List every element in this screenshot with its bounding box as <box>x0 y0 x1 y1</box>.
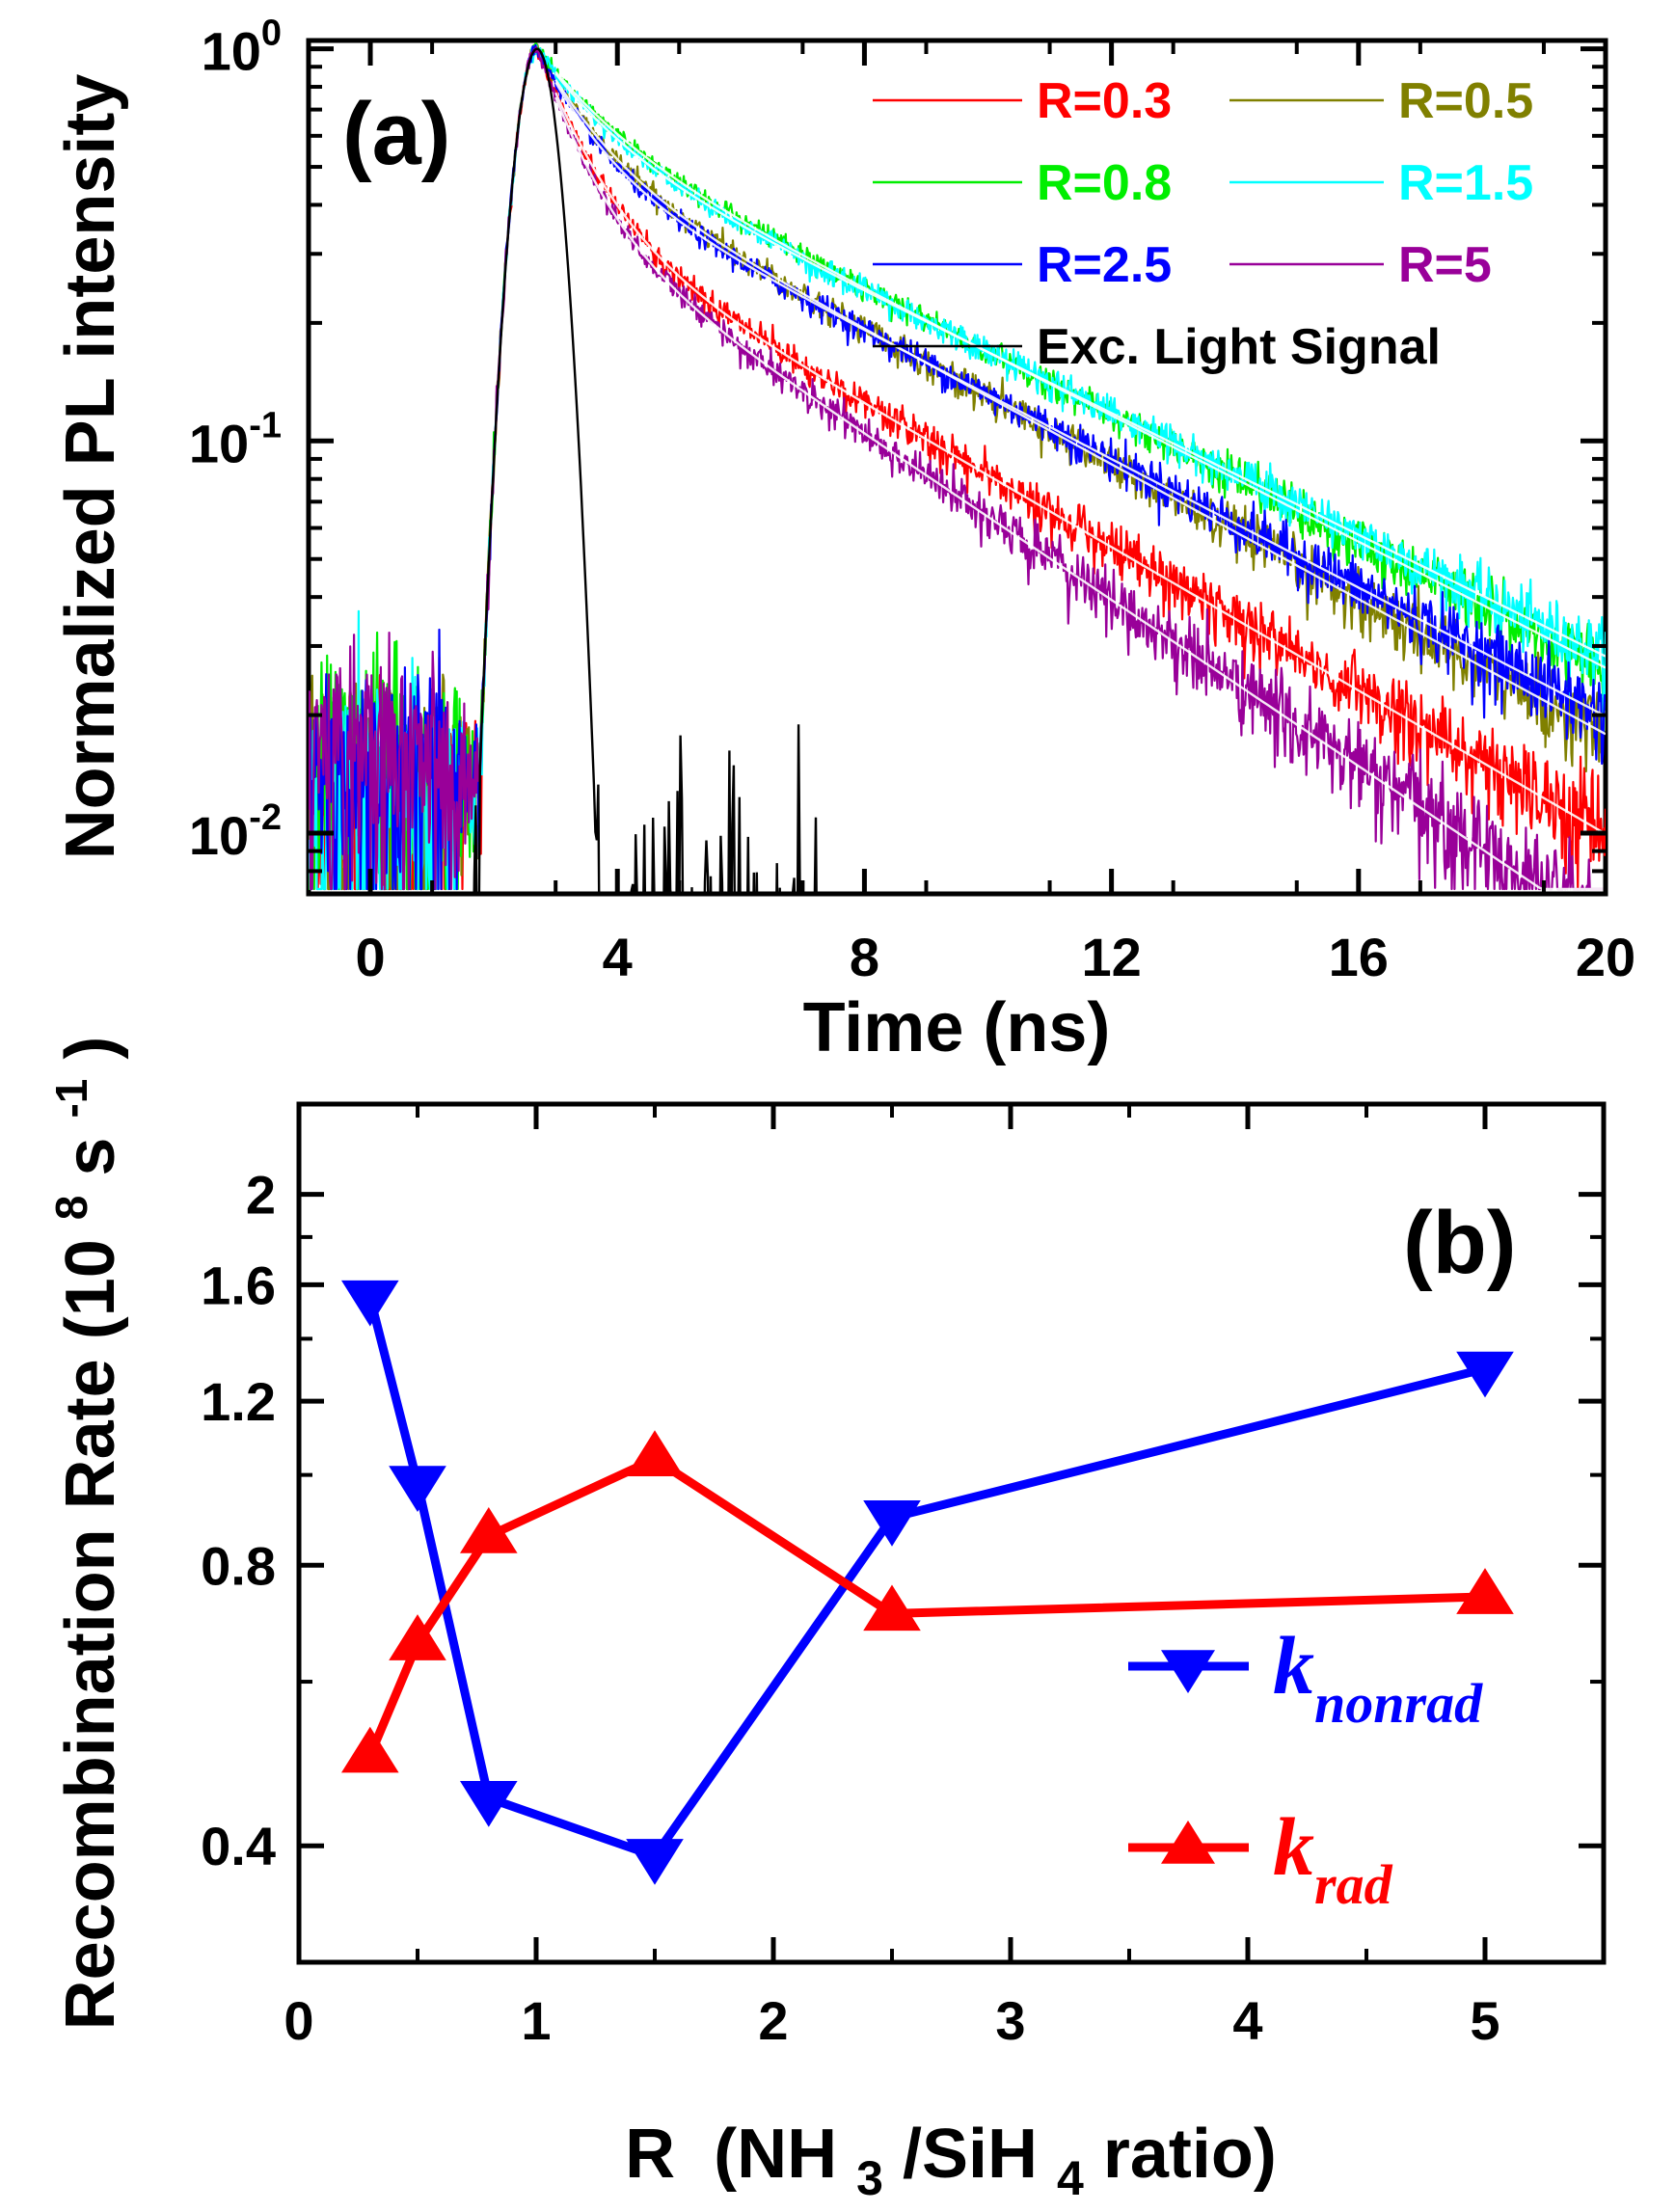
y-title-sup: 8 <box>46 1196 96 1221</box>
y-tick-base: 10 <box>189 805 249 866</box>
legend-label-k_rad: krad <box>1273 1800 1393 1916</box>
marker-k_nonrad <box>459 1781 518 1827</box>
marker-k_rad <box>389 1614 446 1660</box>
x-title-mid: /SiH <box>903 2116 1038 2193</box>
x-tick-label: 12 <box>1081 927 1141 987</box>
legend-label-sub: rad <box>1314 1853 1393 1916</box>
x-tick-label: 4 <box>603 927 633 987</box>
y-title-close: ) <box>52 1037 129 1060</box>
legend-label-R=0.5: R=0.5 <box>1398 73 1533 129</box>
b-x-tick-label: 5 <box>1470 1990 1499 2051</box>
x-tick-label: 8 <box>850 927 879 987</box>
y-tick-exponent: 0 <box>261 13 282 54</box>
panel-a-label: (a) <box>342 85 450 183</box>
fit-line-R=0.3 <box>554 92 1606 835</box>
fit-line-R=2.5 <box>554 81 1606 717</box>
y-tick-exponent: -2 <box>249 797 282 838</box>
y-tick-label: 10-1 <box>189 405 282 473</box>
fit-line-R=0.8 <box>554 70 1606 669</box>
panel-b-label: (b) <box>1403 1194 1516 1292</box>
x-title-paren: (NH <box>714 2116 837 2193</box>
b-y-tick-label: 1.2 <box>201 1371 276 1432</box>
y-title-main: Recombination Rate (10 <box>52 1239 129 2030</box>
marker-k_nonrad <box>340 1280 399 1327</box>
panel-a-frame <box>306 38 1608 897</box>
marker-k_nonrad <box>626 1839 684 1885</box>
y-title-unit: s <box>52 1138 129 1176</box>
excitation-curve <box>473 47 818 894</box>
b-x-tick-label: 2 <box>758 1990 788 2051</box>
legend-label-R=1.5: R=1.5 <box>1398 155 1533 211</box>
y-tick-base: 10 <box>189 413 249 473</box>
marker-k_rad <box>459 1507 518 1553</box>
fit-line-R=1.5 <box>554 72 1606 658</box>
series-line-k_nonrad <box>365 1296 1487 1861</box>
b-x-tick-label: 4 <box>1232 1990 1262 2051</box>
marker-k_nonrad <box>1456 1351 1514 1398</box>
marker-k_rad <box>626 1430 684 1476</box>
x-title-end: ratio) <box>1103 2116 1277 2193</box>
b-y-tick-label: 2 <box>246 1165 276 1226</box>
marker-k_rad <box>1456 1568 1514 1614</box>
b-x-tick-label: 3 <box>995 1990 1025 2051</box>
y-tick-label: 100 <box>202 13 282 82</box>
legend-label-R=0.3: R=0.3 <box>1037 73 1172 129</box>
panel-b-ticks: 0 1 2 3 4 5 0.4 0.8 1.2 1.6 2 <box>201 1104 1604 2051</box>
marker-k_rad <box>863 1584 921 1632</box>
legend-label-k_nonrad: knonrad <box>1273 1619 1483 1735</box>
legend-label-main: k <box>1273 1800 1314 1893</box>
fit-line-R=5 <box>554 96 1606 891</box>
panel-a-curves <box>309 42 1606 894</box>
y-tick-exponent: -1 <box>249 405 282 445</box>
x-tick-label: 20 <box>1576 927 1635 987</box>
y-tick-label: 10-2 <box>189 797 282 866</box>
y-title-unit-sup: -1 <box>46 1079 96 1119</box>
marker-k_nonrad <box>389 1466 446 1512</box>
legend-label-excitation: Exc. Light Signal <box>1037 319 1441 375</box>
x-title-sub1: 3 <box>856 2151 883 2205</box>
fit-line-R=0.5 <box>554 78 1606 736</box>
x-title-main: R <box>625 2116 675 2193</box>
panel-b-x-axis-title: R (NH 3 /SiH 4 ratio) <box>625 2116 1277 2210</box>
panel-b-series <box>340 1280 1514 1885</box>
legend-label-R=2.5: R=2.5 <box>1037 237 1172 293</box>
y-tick-base: 10 <box>202 21 261 82</box>
panel-a-legend: R=0.3 R=0.5 R=0.8 R=1.5 R=2.5 R=5 Exc. Light S… <box>873 73 1533 375</box>
b-y-tick-label: 0.4 <box>201 1816 276 1876</box>
legend-marker-k_nonrad <box>1161 1650 1215 1693</box>
panel-b-y-axis-title: Recombination Rate (10 8 s -1 ) <box>25 1037 129 2031</box>
legend-marker-k_rad <box>1161 1821 1215 1864</box>
b-y-tick-label: 0.8 <box>201 1535 276 1596</box>
b-x-tick-label: 0 <box>284 1990 313 2051</box>
legend-label-sub: nonrad <box>1314 1672 1483 1735</box>
legend-label-main: k <box>1273 1619 1314 1712</box>
x-title-sub2: 4 <box>1057 2151 1084 2205</box>
panel-a-x-axis-title: Time (ns) <box>803 989 1111 1066</box>
marker-k_rad <box>340 1726 399 1773</box>
legend-label-R=5: R=5 <box>1398 237 1492 293</box>
series-line-k_rad <box>365 1454 1486 1758</box>
panel-a-y-axis-title: Normalized PL intensity <box>52 74 129 860</box>
marker-k_nonrad <box>863 1500 921 1547</box>
x-tick-label: 0 <box>355 927 385 987</box>
b-y-tick-label: 1.6 <box>201 1254 276 1315</box>
b-x-tick-label: 1 <box>521 1990 551 2051</box>
legend-label-R=0.8: R=0.8 <box>1037 155 1172 211</box>
panel-b-frame <box>296 1101 1607 1965</box>
x-tick-label: 16 <box>1329 927 1389 987</box>
